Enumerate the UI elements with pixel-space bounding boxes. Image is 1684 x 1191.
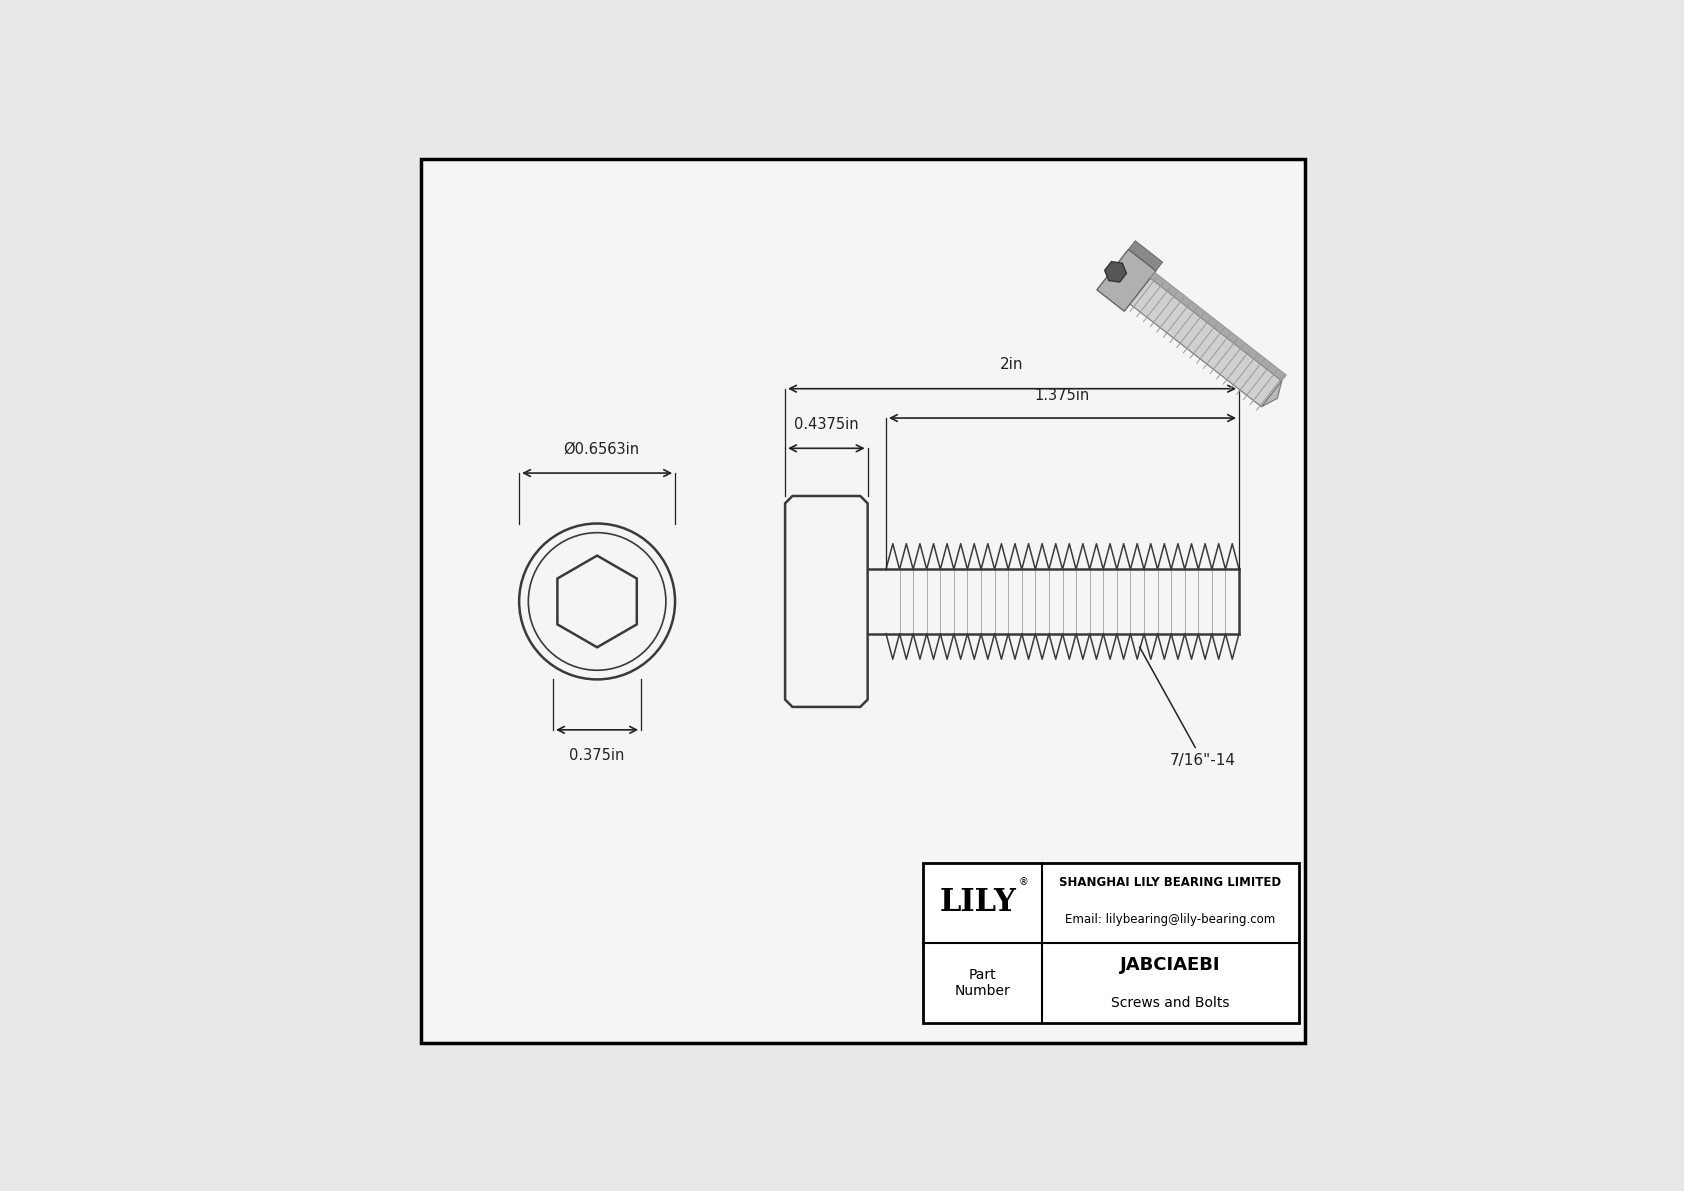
Text: Ø0.6563in: Ø0.6563in — [564, 442, 640, 456]
Text: LILY: LILY — [940, 887, 1015, 918]
Polygon shape — [1096, 249, 1155, 311]
Text: 2in: 2in — [1000, 357, 1024, 372]
Text: 1.375in: 1.375in — [1036, 388, 1090, 404]
Text: JABCIAEBI: JABCIAEBI — [1120, 955, 1221, 973]
Polygon shape — [1150, 273, 1287, 381]
Polygon shape — [1130, 278, 1282, 407]
Text: Part
Number: Part Number — [955, 968, 1010, 998]
Bar — [923, 862, 1298, 1023]
Text: Email: lilybearing@lily-bearing.com: Email: lilybearing@lily-bearing.com — [1066, 912, 1275, 925]
Polygon shape — [1105, 262, 1127, 282]
Text: SHANGHAI LILY BEARING LIMITED: SHANGHAI LILY BEARING LIMITED — [1059, 877, 1282, 888]
Text: ®: ® — [1019, 878, 1029, 887]
Text: 0.4375in: 0.4375in — [795, 417, 859, 432]
Polygon shape — [1261, 381, 1282, 407]
Polygon shape — [1128, 241, 1162, 270]
Text: 0.375in: 0.375in — [569, 748, 625, 763]
Text: Screws and Bolts: Screws and Bolts — [1111, 996, 1229, 1010]
Text: 7/16"-14: 7/16"-14 — [1140, 647, 1236, 768]
